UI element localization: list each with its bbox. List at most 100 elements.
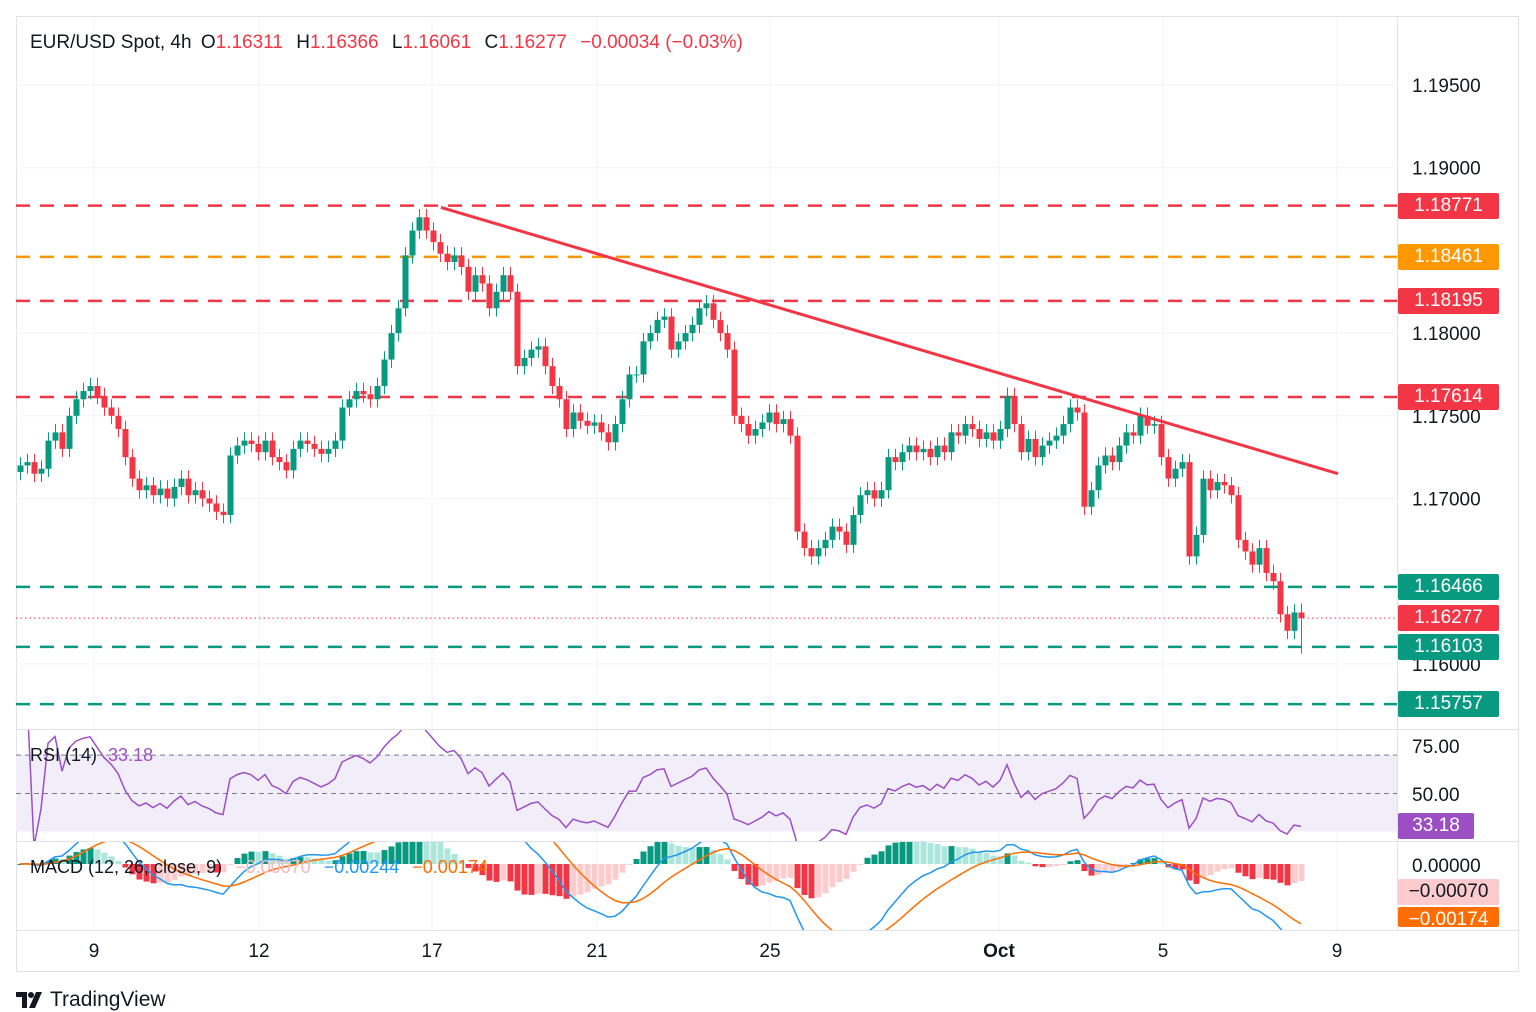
macd-histogram-bar xyxy=(1067,861,1074,864)
candle-body xyxy=(920,448,927,453)
macd-histogram-bar xyxy=(1095,864,1102,875)
candle-body xyxy=(73,399,80,416)
candle-body xyxy=(640,341,647,375)
candle-body xyxy=(941,445,948,453)
macd-histogram-bar xyxy=(682,847,689,864)
macd-histogram-bar xyxy=(850,864,857,872)
candle-body xyxy=(1095,465,1102,491)
open-label: O xyxy=(200,32,216,53)
macd-pane xyxy=(17,842,1305,930)
macd-histogram-bar xyxy=(752,864,759,887)
y-tick-label: 1.19000 xyxy=(1412,159,1481,180)
candle-body xyxy=(346,399,353,408)
macd-histogram-bar xyxy=(871,854,878,864)
candle-body xyxy=(1053,435,1060,441)
candle-body xyxy=(745,424,752,436)
change-value: −0.00034 (−0.03%) xyxy=(580,32,743,53)
candle-body xyxy=(1039,445,1046,458)
macd-histogram-bar xyxy=(1235,864,1242,873)
macd-histogram-bar xyxy=(360,850,367,864)
rsi-pane xyxy=(16,730,1397,841)
macd-hist-tag: −0.00070 xyxy=(1398,879,1499,905)
support-price-tag: 1.16466 xyxy=(1398,573,1499,600)
candle-body xyxy=(115,415,122,430)
macd-histogram-bar xyxy=(227,864,234,865)
macd-histogram-bar xyxy=(1130,863,1137,865)
macd-histogram-bar xyxy=(500,864,507,881)
macd-histogram-bar xyxy=(262,851,269,864)
candle-body xyxy=(1074,407,1081,413)
candle-body xyxy=(836,526,843,532)
macd-histogram-bar xyxy=(234,858,241,864)
candle-body xyxy=(101,395,108,408)
x-tick-label: 9 xyxy=(1332,941,1343,962)
macd-histogram-bar xyxy=(129,864,136,875)
tradingview-logo[interactable]: TradingView xyxy=(16,988,166,1012)
macd-histogram-bar xyxy=(80,849,87,864)
resistance-price-tag: 1.17614 xyxy=(1398,383,1499,410)
candle-body xyxy=(570,412,577,430)
macd-histogram-bar xyxy=(66,855,73,864)
macd-hist-value: −0.00070 xyxy=(235,857,311,877)
macd-histogram-bar xyxy=(780,864,787,879)
candle-body xyxy=(395,308,402,334)
candle-body xyxy=(892,457,899,463)
macd-histogram-bar xyxy=(710,849,717,864)
candle-body xyxy=(339,407,346,441)
candle-body xyxy=(577,412,584,421)
candle-body xyxy=(1235,495,1242,540)
macd-histogram-bar xyxy=(843,864,850,879)
macd-histogram-bar xyxy=(1004,853,1011,864)
macd-histogram-bar xyxy=(213,864,220,873)
candle-body xyxy=(493,291,500,309)
candle-body xyxy=(514,291,521,367)
macd-histogram-bar xyxy=(1298,864,1305,881)
candle-body xyxy=(703,303,710,309)
macd-histogram-bar xyxy=(1249,864,1256,880)
macd-histogram-bar xyxy=(605,864,612,885)
candle-body xyxy=(535,346,542,350)
symbol-legend: EUR/USD Spot, 4h O1.16311 H1.16366 L1.16… xyxy=(30,32,747,54)
candle-body xyxy=(374,386,381,400)
candle-body xyxy=(1102,455,1109,466)
candle-body xyxy=(1186,462,1193,557)
candle-body xyxy=(1228,485,1235,496)
candle-body xyxy=(311,443,318,449)
macd-histogram-bar xyxy=(1158,862,1165,864)
candle-body xyxy=(1011,395,1018,425)
candle-body xyxy=(164,488,171,499)
candle-body xyxy=(262,440,269,453)
macd-histogram-bar xyxy=(164,864,171,883)
macd-histogram-bar xyxy=(857,864,864,865)
rsi-band xyxy=(16,754,1397,832)
candle-body xyxy=(682,333,689,342)
x-tick-label: 25 xyxy=(759,941,780,962)
macd-histogram-bar xyxy=(738,864,745,879)
chart-frame xyxy=(16,16,1519,972)
y-tick-label: 1.16000 xyxy=(1412,655,1481,676)
rsi-tick-label: 75.00 xyxy=(1412,737,1460,758)
macd-histogram-bar xyxy=(1200,864,1207,879)
rsi-label: RSI (14) xyxy=(30,745,98,765)
macd-histogram-bar xyxy=(437,842,444,864)
macd-histogram-bar xyxy=(1137,859,1144,864)
candle-body xyxy=(430,230,437,243)
rsi-value: 33.18 xyxy=(108,745,154,765)
candle-body xyxy=(696,308,703,325)
candle-body xyxy=(591,422,598,426)
candle-body xyxy=(1291,612,1298,631)
macd-histogram-bar xyxy=(1053,864,1060,867)
low-number: 1.16061 xyxy=(402,32,472,53)
x-tick-label: 21 xyxy=(586,941,607,962)
candle-body xyxy=(59,432,66,449)
candle-body xyxy=(801,531,808,549)
open-value: O1.16311 xyxy=(201,32,287,53)
macd-histogram-bar xyxy=(885,845,892,864)
candle-body xyxy=(1158,424,1165,458)
y-tick-label: 1.17500 xyxy=(1412,407,1481,428)
macd-histogram-bar xyxy=(507,864,514,882)
close-number: 1.16277 xyxy=(498,32,567,53)
macd-histogram-bar xyxy=(563,864,570,899)
candle-body xyxy=(878,490,885,499)
